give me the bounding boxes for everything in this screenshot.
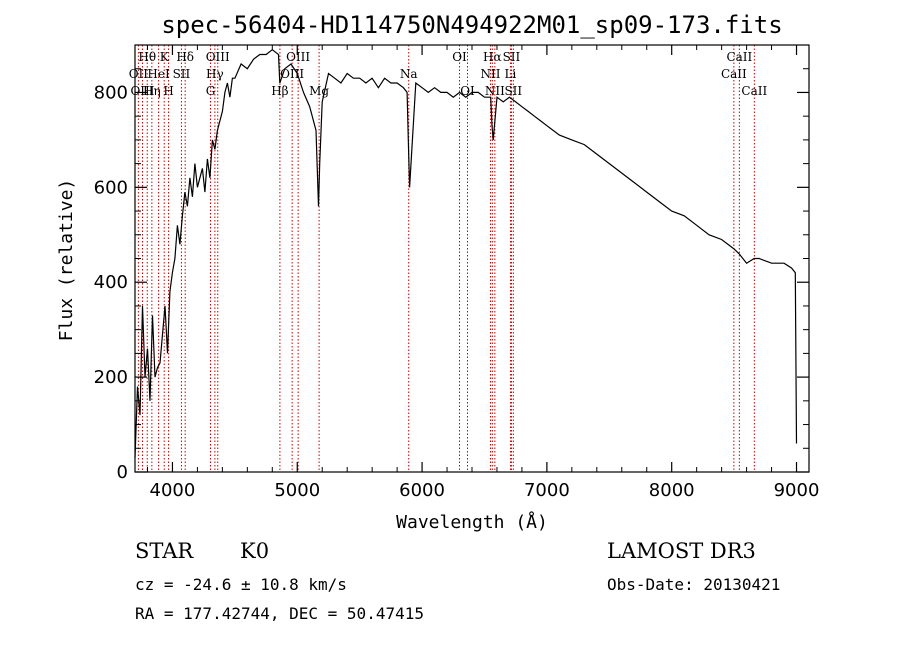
object-subclass: K0 <box>240 539 269 563</box>
y-tick-label: 400 <box>94 272 128 293</box>
y-tick-label: 600 <box>94 177 128 198</box>
y-tick-label: 0 <box>117 462 128 483</box>
marker-label: Hδ <box>176 50 194 64</box>
y-tick-label: 200 <box>94 367 128 388</box>
marker-label: G <box>206 84 216 98</box>
y-axis-ticks: 0 200 400 600 800 <box>94 68 809 483</box>
marker-label: OIII <box>286 50 310 64</box>
marker-label: CaII <box>741 84 767 98</box>
marker-label: Mg <box>309 84 329 98</box>
marker-label: Hβ <box>271 84 288 98</box>
obs-date-text: Obs-Date: 20130421 <box>607 575 780 594</box>
marker-label: OIII <box>130 84 154 98</box>
plot-frame <box>134 44 810 473</box>
object-class: STAR <box>135 539 194 563</box>
marker-label: OI <box>460 84 475 98</box>
x-tick-label: 7000 <box>524 480 570 501</box>
marker-label: OII <box>129 67 149 81</box>
marker-label: CaII <box>726 50 752 64</box>
marker-label: H <box>163 84 173 98</box>
marker-label: NII <box>480 67 500 81</box>
x-tick-label: 6000 <box>399 480 445 501</box>
marker-label: CaII <box>721 67 747 81</box>
marker-label: SII <box>173 67 191 81</box>
x-axis-label: Wavelength (Å) <box>396 511 548 533</box>
marker-label: OIII <box>280 67 304 81</box>
marker-label: Li <box>505 67 517 81</box>
y-axis-label: Flux (relative) <box>56 179 77 342</box>
marker-label: Hγ <box>206 67 224 81</box>
marker-label: HeI <box>147 67 170 81</box>
marker-label: Hη <box>143 84 161 98</box>
marker-label: OI <box>452 50 467 64</box>
marker-label: SII <box>504 84 522 98</box>
redshift-text: cz = -24.6 ± 10.8 km/s <box>135 575 347 594</box>
marker-label: Hθ <box>138 50 156 64</box>
spectrum-line <box>134 48 798 458</box>
marker-label: K <box>160 50 170 64</box>
marker-label: SII <box>503 50 521 64</box>
x-tick-label: 5000 <box>274 480 320 501</box>
x-tick-label: 4000 <box>150 480 196 501</box>
chart-title: spec-56404-HD114750N494922M01_sp09-173.f… <box>161 11 782 39</box>
survey-label: LAMOST DR3 <box>607 539 756 563</box>
x-tick-label: 9000 <box>774 480 820 501</box>
y-tick-label: 800 <box>94 82 128 103</box>
x-axis-ticks: 4000 5000 6000 7000 8000 9000 <box>146 45 820 501</box>
spectral-marker-lines <box>137 45 755 472</box>
coordinates-text: RA = 177.42744, DEC = 50.47415 <box>135 604 424 623</box>
marker-label: Hα <box>483 50 502 64</box>
marker-label: OIII <box>206 50 230 64</box>
x-tick-label: 8000 <box>649 480 695 501</box>
marker-label: Na <box>400 67 418 81</box>
marker-label: NII <box>485 84 505 98</box>
